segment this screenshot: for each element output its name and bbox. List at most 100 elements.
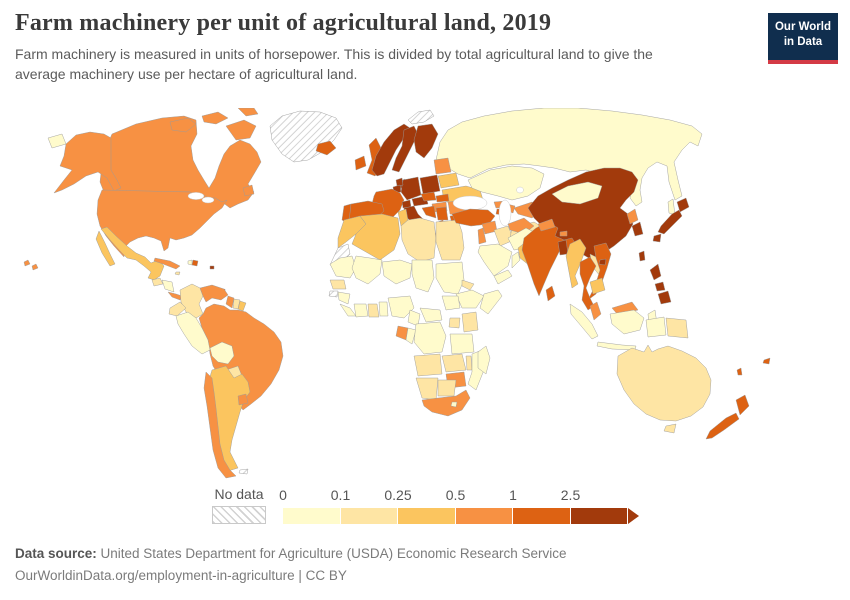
country-south-korea[interactable] (631, 221, 644, 237)
legend-bin-3[interactable]: 0.5 (446, 487, 513, 524)
country-new-zealand-north[interactable] (735, 394, 750, 416)
country-slovakia[interactable] (435, 193, 450, 203)
country-ecuador[interactable] (168, 301, 187, 317)
country-bangladesh[interactable] (557, 239, 569, 256)
country-dominican-republic[interactable] (191, 259, 199, 267)
country-nepal[interactable] (537, 218, 556, 232)
legend-bin-4[interactable]: 1 (509, 487, 571, 524)
country-australia[interactable] (616, 344, 712, 422)
country-mali[interactable] (351, 255, 383, 285)
country-netherlands[interactable] (395, 177, 404, 187)
country-guyana[interactable] (225, 295, 235, 309)
country-tanzania[interactable] (449, 333, 475, 355)
country-vanuatu[interactable] (736, 367, 743, 376)
country-canada-ellesmere[interactable] (237, 107, 259, 117)
owid-logo[interactable]: Our World in Data (768, 13, 838, 64)
country-mexico[interactable] (100, 226, 165, 281)
country-lebanon-israel-jordan[interactable] (477, 227, 487, 245)
country-papua-new-guinea[interactable] (665, 317, 689, 339)
country-poland[interactable] (419, 174, 441, 195)
country-finland[interactable] (413, 123, 439, 159)
country-sierra-leone-liberia[interactable] (339, 303, 357, 317)
country-iceland[interactable] (315, 140, 337, 156)
country-saudi-arabia[interactable] (477, 243, 513, 277)
country-philippines-visayas[interactable] (654, 281, 666, 292)
country-costa-rica-panama[interactable] (167, 291, 183, 301)
country-canada-baffin-island[interactable] (225, 119, 257, 141)
country-mongolia[interactable] (551, 181, 603, 205)
country-sri-lanka[interactable] (545, 285, 556, 302)
country-vietnam[interactable] (587, 242, 612, 301)
country-croatia-bosnia[interactable] (421, 205, 437, 219)
country-yemen[interactable] (493, 269, 513, 285)
country-togo-benin[interactable] (378, 301, 389, 317)
country-french-guiana[interactable] (237, 300, 247, 312)
country-thailand[interactable] (579, 256, 597, 311)
country-cambodia[interactable] (589, 277, 606, 295)
country-malaysia-borneo[interactable] (611, 301, 639, 316)
country-colombia[interactable] (179, 283, 204, 319)
country-ghana[interactable] (367, 303, 380, 318)
country-namibia[interactable] (415, 377, 439, 401)
country-falkland-islands[interactable] (238, 468, 249, 475)
country-senegal[interactable] (329, 279, 347, 290)
country-sudan[interactable] (435, 261, 465, 295)
country-kazakhstan[interactable] (467, 165, 545, 201)
country-egypt[interactable] (435, 219, 465, 261)
country-ivory-coast[interactable] (353, 303, 369, 318)
legend-bin-5[interactable]: 2.5 (561, 487, 628, 524)
country-greenland[interactable] (269, 110, 343, 163)
country-japan-hokkaido[interactable] (676, 197, 690, 213)
country-japan-honshu[interactable] (657, 209, 683, 235)
country-china-hainan[interactable] (598, 258, 607, 266)
country-zambia[interactable] (441, 353, 467, 373)
country-madagascar[interactable] (477, 345, 491, 375)
country-fiji[interactable] (762, 357, 771, 365)
country-honduras-nicaragua[interactable] (161, 279, 175, 293)
owid-url-link[interactable]: OurWorldinData.org/employment-in-agricul… (15, 567, 347, 583)
country-japan-kyushu[interactable] (652, 233, 662, 243)
country-congo[interactable] (405, 327, 417, 345)
country-jamaica[interactable] (174, 271, 181, 276)
country-australia-tasmania[interactable] (663, 423, 677, 434)
country-mexico-baja[interactable] (95, 230, 116, 267)
country-united-states-hawaii[interactable] (23, 259, 39, 271)
country-north-korea[interactable] (626, 208, 639, 225)
country-bolivia[interactable] (209, 341, 235, 365)
country-belarus[interactable] (437, 172, 460, 189)
country-oman[interactable] (511, 251, 521, 269)
country-sweden[interactable] (391, 125, 419, 173)
country-eritrea[interactable] (461, 279, 475, 291)
legend-bin-2[interactable]: 0.25 (384, 487, 456, 524)
country-malawi[interactable] (465, 355, 473, 371)
country-somalia[interactable] (479, 289, 503, 315)
country-czechia[interactable] (420, 191, 437, 202)
country-russia-sakhalin[interactable] (667, 198, 676, 216)
country-new-zealand-south[interactable] (705, 412, 740, 440)
country-guatemala[interactable] (151, 277, 164, 287)
country-guinea[interactable] (337, 291, 351, 305)
country-chile[interactable] (203, 371, 237, 479)
country-nigeria[interactable] (387, 295, 415, 319)
legend-bin-1[interactable]: 0.1 (331, 487, 398, 524)
country-philippines-luzon[interactable] (649, 263, 662, 281)
country-canada-newfoundland[interactable] (242, 184, 255, 197)
country-canada-arctic-island[interactable] (201, 111, 229, 125)
country-south-sudan[interactable] (441, 295, 461, 311)
country-uganda[interactable] (448, 317, 461, 329)
country-niger[interactable] (381, 259, 413, 285)
country-baltic-states[interactable] (433, 157, 452, 175)
legend-bin-0[interactable]: 0 (279, 487, 341, 524)
country-indonesia-west-papua[interactable] (645, 316, 667, 338)
country-libya[interactable] (400, 217, 437, 263)
country-haiti[interactable] (187, 259, 193, 266)
country-indonesia-sumatra[interactable] (569, 303, 599, 340)
country-indonesia-kalimantan[interactable] (609, 309, 645, 335)
country-cuba[interactable] (153, 257, 181, 270)
legend-no-data[interactable]: No data (212, 486, 266, 524)
country-central-african-republic[interactable] (419, 307, 443, 323)
country-germany[interactable] (400, 176, 422, 201)
country-taiwan[interactable] (638, 250, 646, 262)
country-angola[interactable] (413, 353, 443, 377)
country-philippines-mindanao[interactable] (657, 290, 672, 305)
